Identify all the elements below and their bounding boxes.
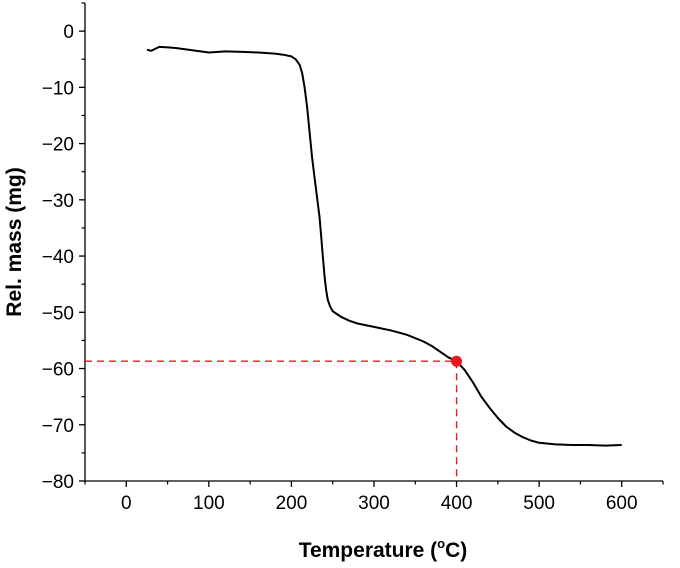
series-line-0 bbox=[146, 45, 622, 447]
y-tick-label: −80 bbox=[42, 472, 74, 493]
guide-lines bbox=[85, 360, 458, 481]
y-tick-label: −60 bbox=[42, 360, 74, 381]
y-tick-label: −30 bbox=[42, 191, 74, 212]
y-tick-label: −40 bbox=[42, 247, 74, 268]
x-tick-label: 0 bbox=[121, 493, 132, 514]
highlight-point bbox=[451, 355, 463, 367]
x-tick-label: 400 bbox=[441, 493, 473, 514]
x-tick-label: 200 bbox=[276, 493, 308, 514]
x-tick-label: 600 bbox=[606, 493, 638, 514]
x-tick-label: 500 bbox=[523, 493, 555, 514]
x-tick-label: 300 bbox=[358, 493, 390, 514]
x-tick-label: 100 bbox=[193, 493, 225, 514]
x-axis-title: Temperature (oC) bbox=[299, 536, 468, 562]
y-tick-label: −50 bbox=[42, 303, 74, 324]
series-group bbox=[146, 45, 622, 447]
y-tick-label: −10 bbox=[42, 78, 74, 99]
tick-labels: 0 100 200 300 400 500 600 0 −10 −20 −30 −40 −50 −60 −7… bbox=[42, 22, 638, 514]
y-tick-label: −20 bbox=[42, 135, 74, 156]
marker-group bbox=[451, 355, 463, 367]
y-tick-label: −70 bbox=[42, 416, 74, 437]
y-axis-title: Rel. mass (mg) bbox=[3, 167, 26, 316]
y-tick-label: 0 bbox=[63, 22, 74, 43]
axes bbox=[79, 2, 664, 487]
